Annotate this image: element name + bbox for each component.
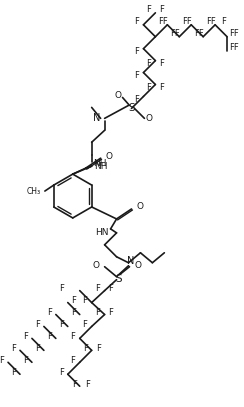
- Text: S: S: [115, 274, 122, 284]
- Text: F: F: [70, 332, 75, 341]
- Text: O: O: [93, 261, 100, 270]
- Text: F: F: [23, 356, 28, 365]
- Text: FF: FF: [229, 29, 239, 38]
- Text: F: F: [95, 284, 100, 293]
- Text: CH₃: CH₃: [27, 186, 41, 195]
- Text: FF: FF: [206, 17, 216, 26]
- Text: HN: HN: [95, 228, 109, 237]
- Text: F: F: [11, 368, 16, 377]
- Text: FF: FF: [229, 43, 239, 52]
- Text: F: F: [146, 83, 151, 92]
- Text: F: F: [108, 308, 113, 317]
- Text: F: F: [11, 344, 16, 353]
- Text: O: O: [134, 261, 142, 270]
- Text: F: F: [134, 95, 139, 104]
- Text: F: F: [35, 320, 40, 329]
- Text: F: F: [134, 17, 139, 26]
- Text: F: F: [59, 320, 64, 329]
- Text: F: F: [221, 17, 225, 26]
- Text: O: O: [136, 203, 143, 212]
- Text: F: F: [70, 356, 75, 365]
- Text: F: F: [59, 368, 64, 377]
- Text: F: F: [96, 344, 101, 353]
- Text: F: F: [47, 308, 52, 317]
- Text: NH: NH: [93, 159, 106, 168]
- Text: F: F: [159, 5, 164, 14]
- Text: FF: FF: [182, 17, 192, 26]
- Text: F: F: [146, 59, 151, 68]
- Text: F: F: [82, 320, 87, 329]
- Text: F: F: [85, 380, 90, 389]
- Text: NH: NH: [94, 162, 107, 171]
- Text: F: F: [23, 332, 28, 341]
- Text: FF: FF: [194, 29, 204, 38]
- Text: F: F: [83, 344, 88, 353]
- Text: O: O: [106, 152, 112, 161]
- Text: F: F: [72, 380, 77, 389]
- Text: F: F: [159, 59, 164, 68]
- Text: O: O: [146, 114, 153, 123]
- Text: FF: FF: [170, 29, 180, 38]
- Text: F: F: [95, 308, 100, 317]
- Text: F: F: [134, 71, 139, 80]
- Text: O: O: [114, 91, 121, 100]
- Text: F: F: [82, 296, 87, 305]
- Text: FF: FF: [158, 17, 168, 26]
- Text: F: F: [71, 308, 76, 317]
- Text: F: F: [71, 296, 76, 305]
- Text: N: N: [127, 256, 134, 266]
- Text: N: N: [93, 114, 101, 123]
- Text: S: S: [128, 103, 135, 114]
- Text: F: F: [108, 284, 113, 293]
- Text: F: F: [59, 284, 64, 293]
- Text: F: F: [134, 47, 139, 56]
- Text: F: F: [146, 5, 151, 14]
- Text: F: F: [47, 332, 52, 341]
- Text: F: F: [35, 344, 40, 353]
- Text: F: F: [0, 356, 4, 365]
- Text: F: F: [159, 83, 164, 92]
